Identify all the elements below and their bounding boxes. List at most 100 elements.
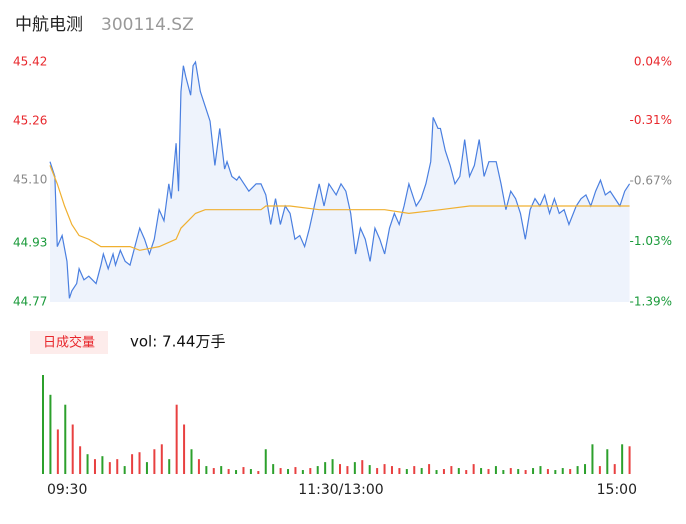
- volume-bar: [576, 466, 579, 474]
- volume-bar: [435, 470, 438, 474]
- volume-bar: [116, 459, 119, 474]
- volume-bar: [249, 469, 252, 474]
- y2-tick-label: -0.67%: [630, 174, 672, 188]
- average-line: [49, 165, 630, 251]
- volume-bar: [212, 468, 215, 474]
- volume-bar: [108, 462, 111, 474]
- volume-bar: [64, 404, 67, 474]
- price-line: [49, 60, 631, 299]
- volume-bar: [502, 470, 505, 474]
- volume-bar: [598, 466, 601, 474]
- volume-bar: [480, 468, 483, 474]
- volume-bar: [301, 470, 304, 474]
- volume-bar: [56, 429, 59, 474]
- volume-bar: [197, 459, 200, 474]
- volume-bar: [257, 471, 260, 474]
- volume-bar: [465, 470, 468, 474]
- volume-bar: [494, 466, 497, 474]
- volume-bar: [420, 468, 423, 474]
- volume-bar: [346, 466, 349, 474]
- volume-bar: [524, 470, 527, 474]
- volume-bar: [450, 466, 453, 474]
- volume-bar: [339, 464, 341, 474]
- volume-bar: [279, 468, 282, 474]
- volume-bar: [487, 469, 490, 474]
- y-tick-label: 45.26: [13, 114, 47, 128]
- volume-bar: [190, 449, 193, 474]
- y-tick-label: 45.42: [13, 55, 47, 69]
- volume-bar: [546, 469, 549, 474]
- volume-bar: [368, 465, 371, 474]
- volume-label: 日成交量: [43, 335, 95, 351]
- volume-bar: [71, 424, 74, 474]
- volume-bar: [227, 469, 230, 474]
- volume-bar: [235, 470, 238, 474]
- y-tick-label: 44.93: [13, 235, 47, 249]
- volume-bar: [584, 464, 587, 474]
- y2-tick-label: -1.03%: [630, 234, 672, 248]
- volume-bar: [621, 444, 624, 474]
- volume-bar: [49, 394, 52, 474]
- volume-bar: [554, 470, 557, 474]
- volume-bar: [428, 464, 431, 474]
- volume-bar: [309, 468, 312, 474]
- volume-bar: [264, 449, 267, 474]
- volume-bar: [442, 469, 445, 474]
- volume-bar: [457, 468, 460, 474]
- volume-bar: [272, 464, 275, 474]
- volume-bar: [160, 444, 163, 474]
- volume-bar: [93, 459, 96, 474]
- volume-bar: [472, 464, 475, 474]
- volume-bar: [628, 446, 631, 474]
- x-tick-label: 15:00: [597, 482, 637, 498]
- volume-bar: [606, 449, 609, 474]
- y2-tick-label: 0.04%: [634, 55, 672, 69]
- x-tick-label: 11:30/13:00: [298, 482, 383, 498]
- volume-bar: [123, 466, 126, 474]
- volume-bar: [153, 449, 156, 474]
- volume-bar: [517, 469, 520, 474]
- volume-bar: [294, 467, 297, 474]
- volume-bar: [361, 460, 364, 474]
- volume-bar: [168, 459, 171, 474]
- volume-bar: [101, 456, 104, 474]
- volume-bar: [383, 464, 386, 474]
- volume-bar: [42, 375, 44, 474]
- volume-bar: [509, 468, 512, 474]
- volume-bar: [145, 462, 148, 474]
- stock-code: 300114.SZ: [101, 15, 194, 35]
- volume-bar: [561, 468, 564, 474]
- volume-bar: [613, 464, 616, 474]
- volume-bar: [205, 466, 208, 474]
- volume-bar: [390, 466, 393, 474]
- volume-bar: [183, 424, 186, 474]
- volume-bar: [86, 454, 89, 474]
- volume-bar: [242, 467, 245, 474]
- y-tick-label: 45.10: [13, 173, 47, 187]
- volume-bar: [398, 468, 401, 474]
- volume-bar: [569, 469, 572, 474]
- x-tick-label: 09:30: [47, 482, 87, 498]
- volume-bar: [138, 452, 141, 474]
- volume-bar: [324, 462, 327, 474]
- volume-bar: [331, 459, 334, 474]
- volume-label-box: [30, 331, 108, 354]
- volume-bar: [353, 462, 356, 474]
- volume-bar: [405, 469, 408, 474]
- volume-bar: [287, 469, 290, 474]
- volume-bar: [79, 446, 82, 474]
- y-tick-label: 44.77: [13, 295, 47, 309]
- volume-bar: [175, 404, 178, 474]
- volume-bar: [131, 454, 134, 474]
- volume-bar: [539, 466, 542, 474]
- y2-tick-label: -0.31%: [630, 113, 672, 127]
- volume-summary: vol: 7.44万手: [130, 333, 225, 351]
- volume-bar: [532, 468, 535, 474]
- stock-name: 中航电测: [15, 15, 83, 35]
- volume-bar: [316, 466, 319, 474]
- volume-bar: [220, 466, 223, 474]
- volume-bar: [376, 468, 379, 474]
- volume-bar: [591, 444, 594, 474]
- price-area: [50, 62, 630, 302]
